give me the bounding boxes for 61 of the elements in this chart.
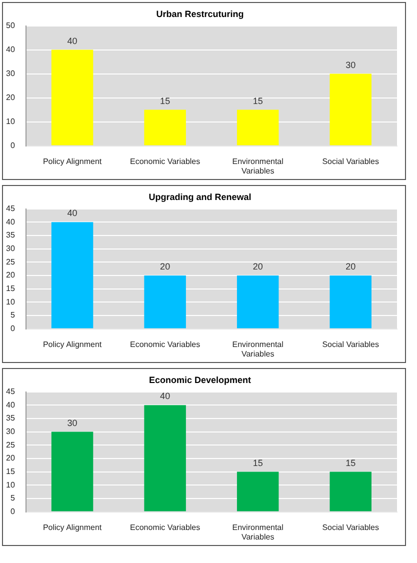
data-label: 40: [67, 208, 78, 218]
data-label: 40: [67, 36, 78, 46]
x-tick-label: Policy Alignment: [42, 522, 102, 532]
y-tick-label: 20: [6, 93, 16, 102]
y-tick-label: 20: [6, 454, 16, 463]
y-tick-label: 30: [6, 244, 16, 254]
y-tick-label: 15: [6, 467, 16, 476]
y-tick-label: 20: [6, 270, 16, 280]
x-tick-label: Economic Variables: [130, 156, 200, 166]
y-tick-label: 40: [6, 45, 16, 54]
y-tick-label: 45: [6, 204, 16, 214]
chart-title: Urban Restrcuturing: [156, 8, 244, 19]
y-tick-label: 25: [6, 440, 16, 450]
data-label: 20: [160, 261, 170, 272]
y-tick-label: 10: [6, 480, 16, 490]
data-label: 30: [67, 418, 78, 428]
data-label: 30: [346, 60, 356, 70]
y-tick-label: 5: [10, 494, 16, 503]
data-label: 20: [346, 261, 356, 272]
y-tick-label: 35: [6, 414, 16, 423]
y-tick-label: 10: [6, 117, 16, 126]
bar: [236, 110, 279, 146]
x-tick-label: Social Variables: [322, 340, 380, 349]
y-tick-label: 0: [10, 507, 16, 516]
bar: [144, 405, 186, 512]
data-label: 15: [252, 458, 263, 468]
y-tick-label: 45: [6, 387, 16, 396]
y-tick-label: 35: [6, 230, 16, 240]
x-tick-label: Policy Alignment: [42, 340, 102, 349]
y-tick-label: 40: [6, 400, 16, 410]
bar: [330, 74, 372, 146]
data-label: 40: [160, 391, 170, 402]
data-label: 15: [346, 458, 356, 468]
y-tick-label: 25: [6, 257, 16, 266]
y-tick-label: 40: [6, 217, 16, 226]
y-tick-label: 0: [10, 141, 16, 150]
bar: [51, 50, 94, 146]
y-tick-label: 30: [6, 427, 16, 436]
y-tick-label: 15: [6, 284, 16, 294]
bar: [330, 472, 372, 512]
data-label: 20: [252, 261, 263, 272]
x-tick-label: Environmental Variables: [232, 156, 284, 176]
bar: [236, 472, 279, 512]
x-tick-label: Economic Variables: [130, 340, 200, 349]
y-tick-label: 50: [6, 21, 16, 30]
chart-title: Upgrading and Renewal: [148, 192, 252, 202]
x-tick-label: Economic Variables: [130, 522, 200, 532]
y-tick-label: 5: [10, 310, 16, 320]
y-tick-label: 30: [6, 69, 16, 78]
y-tick-label: 10: [6, 297, 16, 306]
data-label: 15: [252, 96, 263, 106]
y-tick-label: 0: [10, 324, 16, 334]
bar: [51, 432, 94, 512]
x-tick-label: Environmental Variables: [232, 340, 284, 358]
x-tick-label: Environmental Variables: [232, 522, 284, 542]
x-tick-label: Social Variables: [322, 156, 380, 166]
data-label: 15: [160, 96, 170, 106]
x-tick-label: Policy Alignment: [42, 156, 102, 166]
chart-title: Economic Development: [148, 374, 252, 385]
bar: [144, 110, 186, 146]
x-tick-label: Social Variables: [322, 522, 380, 532]
